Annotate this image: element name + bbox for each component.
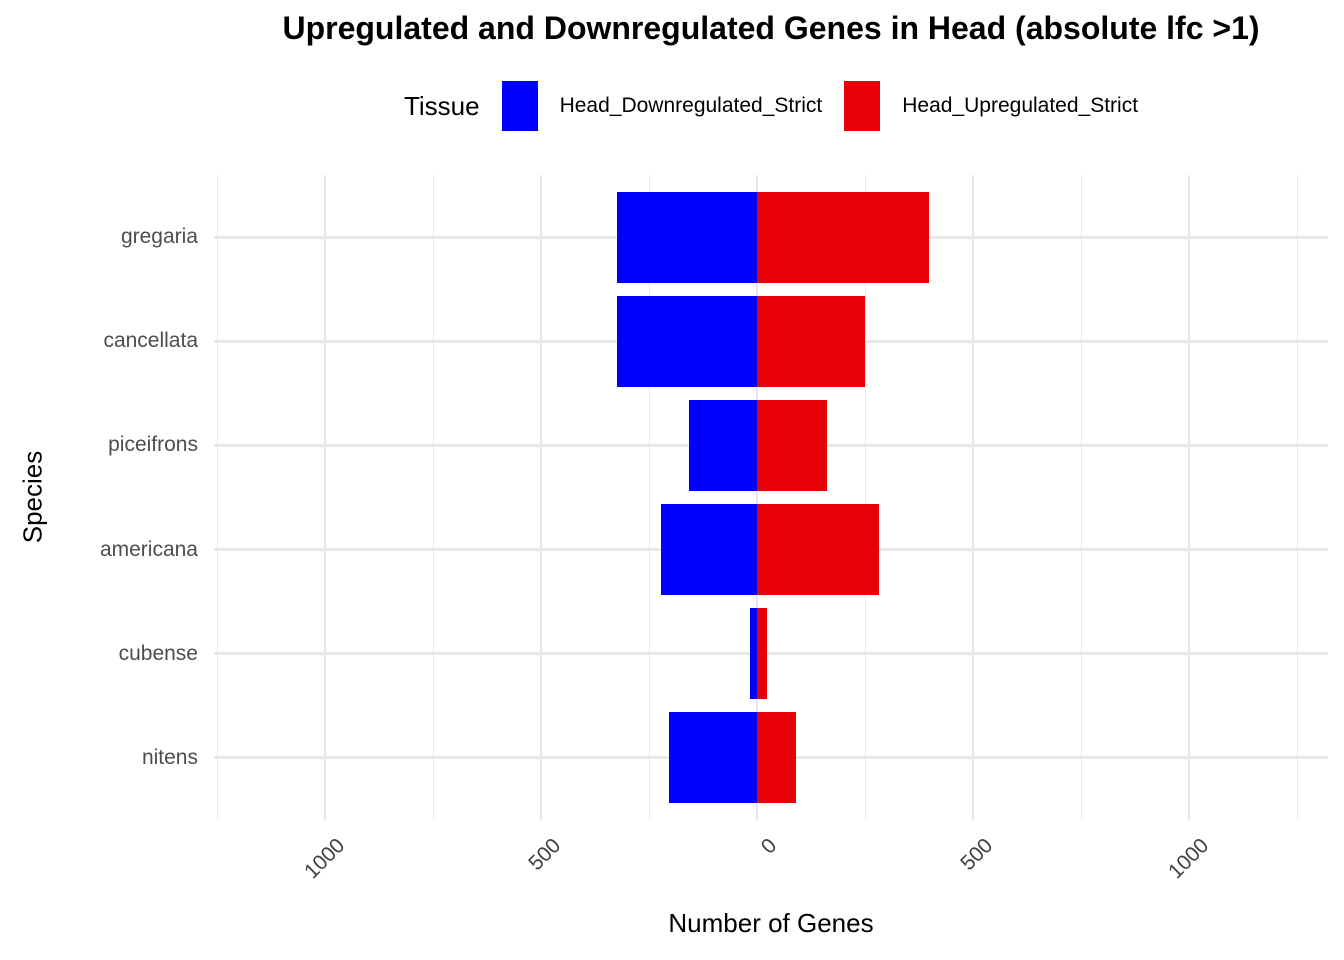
plot-panel xyxy=(214,175,1328,820)
x-tick-label-1000-0: 1000 xyxy=(300,834,350,884)
legend-item-upregulated: Head_Upregulated_Strict xyxy=(844,81,1138,131)
bar-up-nitens xyxy=(757,712,797,804)
legend-title: Tissue xyxy=(403,90,480,121)
bar-up-piceifrons xyxy=(757,399,827,491)
bar-up-cubense xyxy=(757,608,767,700)
gridline-x-minor xyxy=(1080,175,1083,820)
x-tick-label-1000-4: 1000 xyxy=(1164,834,1214,884)
x-tick-label-500-1: 500 xyxy=(524,834,566,876)
bar-down-gregaria xyxy=(616,191,758,283)
legend: Tissue Head_Downregulated_Strict Head_Up… xyxy=(214,78,1328,134)
gridline-x-minor xyxy=(1296,175,1299,820)
y-tick-label-americana: americana xyxy=(99,537,198,561)
bar-up-gregaria xyxy=(757,191,930,283)
gridline-x-minor xyxy=(648,175,651,820)
y-tick-label-gregaria: gregaria xyxy=(120,225,198,249)
legend-swatch-downregulated xyxy=(501,81,538,131)
gridline-x-major xyxy=(972,175,975,820)
bar-down-nitens xyxy=(669,712,758,804)
gridline-x-minor xyxy=(864,175,867,820)
gridline-x-major xyxy=(756,175,759,820)
bar-up-americana xyxy=(757,504,880,596)
gridline-x-minor xyxy=(216,175,219,820)
legend-label-upregulated: Head_Upregulated_Strict xyxy=(902,94,1139,117)
gridline-x-major xyxy=(1188,175,1191,820)
bar-down-americana xyxy=(660,504,758,596)
bar-up-cancellata xyxy=(757,295,865,387)
bar-down-cubense xyxy=(750,608,758,700)
bar-down-piceifrons xyxy=(689,399,758,491)
gridline-x-minor xyxy=(432,175,435,820)
chart-title: Upregulated and Downregulated Genes in H… xyxy=(282,10,1260,46)
bar-down-cancellata xyxy=(617,295,758,387)
x-tick-label-500-3: 500 xyxy=(956,834,998,876)
legend-label-downregulated: Head_Downregulated_Strict xyxy=(559,94,823,117)
legend-item-downregulated: Head_Downregulated_Strict xyxy=(501,81,823,131)
y-tick-label-nitens: nitens xyxy=(141,745,198,769)
legend-swatch-upregulated xyxy=(844,81,881,131)
y-tick-label-cubense: cubense xyxy=(118,641,198,665)
gridline-y-cubense xyxy=(214,652,1328,656)
x-tick-label-0-2: 0 xyxy=(757,834,782,859)
gridline-x-major xyxy=(324,175,327,820)
x-axis-title: Number of Genes xyxy=(668,908,874,938)
gridline-x-major xyxy=(540,175,543,820)
y-axis-title: Species xyxy=(17,450,48,544)
y-tick-label-cancellata: cancellata xyxy=(103,329,198,353)
y-tick-label-piceifrons: piceifrons xyxy=(108,433,198,457)
